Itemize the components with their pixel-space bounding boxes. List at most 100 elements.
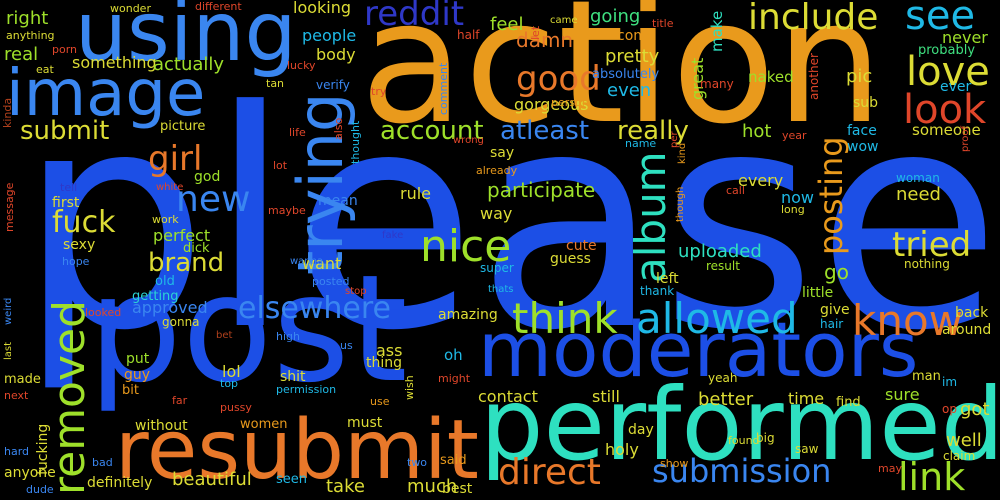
word-said: said <box>440 453 467 468</box>
word-account: account <box>380 116 484 146</box>
word-must: must <box>347 415 383 431</box>
word-top: top <box>220 377 239 390</box>
word-permission: permission <box>276 383 337 396</box>
word-look: look <box>903 87 987 133</box>
word-lol: lol <box>222 362 241 381</box>
word-give: give <box>820 302 850 318</box>
word-woman: woman <box>896 171 940 185</box>
word-absolutely: absolutely <box>592 67 660 82</box>
word-anyone: anyone <box>4 465 56 481</box>
word-please: please <box>18 47 1000 396</box>
word-many: many <box>700 77 734 91</box>
word-yeah: yeah <box>708 371 738 385</box>
word-super: super <box>480 261 514 275</box>
word-holy: holy <box>605 440 639 459</box>
word-say: say <box>490 145 515 161</box>
word-way: way <box>480 204 513 223</box>
word-white: white <box>156 182 184 193</box>
word-elsewhere: elsewhere <box>238 291 392 326</box>
word-now: now <box>781 188 815 207</box>
word-real: real <box>4 44 39 65</box>
word-allowed: allowed <box>636 294 798 343</box>
word-weird: weird <box>3 297 14 325</box>
word-guy: guy <box>124 367 151 383</box>
word-dick: dick <box>183 241 210 256</box>
word-big: big <box>756 431 775 445</box>
word-claim: claim <box>943 449 976 463</box>
word-someone: someone <box>912 121 981 139</box>
word-action: action <box>360 0 884 162</box>
word-amazing: amazing <box>438 307 498 323</box>
word-naked: naked <box>748 68 794 86</box>
word-wow: wow <box>847 139 879 155</box>
word-god: god <box>194 169 221 185</box>
word-come: come <box>617 28 656 44</box>
word-include: include <box>748 0 879 38</box>
word-brand: brand <box>148 248 225 278</box>
word-pussy: pussy <box>220 401 252 414</box>
word-nice: nice <box>420 221 512 272</box>
word-verify: verify <box>316 78 350 92</box>
word-performed: performed <box>480 366 1000 483</box>
word-gonna: gonna <box>162 315 200 329</box>
word-perfect: perfect <box>153 226 211 245</box>
word-hard: hard <box>4 445 30 458</box>
word-got: got <box>960 399 990 420</box>
word-use: use <box>370 395 390 408</box>
word-wonder: wonder <box>110 2 151 15</box>
word-thing: thing <box>366 355 403 371</box>
word-us: us <box>340 339 353 352</box>
word-already: already <box>476 164 518 177</box>
word-love: love <box>906 49 990 95</box>
word-cute: cute <box>566 238 597 254</box>
word-came: came <box>550 15 578 26</box>
word-submission: submission <box>652 452 832 490</box>
word-fake: fake <box>382 230 404 241</box>
word-thought: thought <box>349 120 362 164</box>
word-around: around <box>942 322 992 338</box>
word-rule: rule <box>400 184 432 203</box>
word-proof: proof <box>960 126 971 152</box>
word-using: using <box>75 0 297 80</box>
word-pretty: pretty <box>605 46 660 67</box>
word-maybe: maybe <box>268 204 306 217</box>
word-post: post <box>88 243 408 415</box>
word-though: though <box>675 186 686 222</box>
word-stop: stop <box>345 286 367 297</box>
word-feel: feel <box>490 14 524 35</box>
word-result: result <box>706 259 740 273</box>
word-take: take <box>326 476 365 497</box>
word-better: better <box>698 389 754 410</box>
word-know: know <box>852 296 963 345</box>
word-posted: posted <box>312 275 350 288</box>
word-something: something <box>72 53 157 72</box>
word-kinda: kinda <box>1 97 14 128</box>
word-wrong: wrong <box>453 135 484 146</box>
word-title: title <box>652 17 674 30</box>
word-really: really <box>617 116 689 146</box>
word-put: put <box>126 351 150 367</box>
word-left: left <box>656 271 679 287</box>
word-comment: comment <box>437 62 450 115</box>
word-year: year <box>782 129 807 142</box>
word-want: want <box>302 254 342 273</box>
word-life: life <box>289 126 306 139</box>
word-beautiful: beautiful <box>172 469 252 490</box>
word-need: need <box>896 184 941 205</box>
word-posting: posting <box>812 136 850 255</box>
word-girl: girl <box>148 139 203 179</box>
word-day: day <box>628 422 654 438</box>
word-let: let <box>529 25 542 40</box>
word-hope: hope <box>62 255 90 268</box>
word-dude: dude <box>26 483 54 496</box>
word-little: little <box>802 285 834 301</box>
word-might: might <box>438 372 471 385</box>
word-lot: lot <box>273 159 288 172</box>
word-wanna: wanna <box>290 256 324 267</box>
word-far: far <box>172 394 188 407</box>
word-old: old <box>155 274 175 289</box>
word-porn: porn <box>52 43 78 56</box>
word-different: different <box>195 0 242 13</box>
word-long: long <box>781 203 805 216</box>
word-last: last <box>3 341 14 360</box>
